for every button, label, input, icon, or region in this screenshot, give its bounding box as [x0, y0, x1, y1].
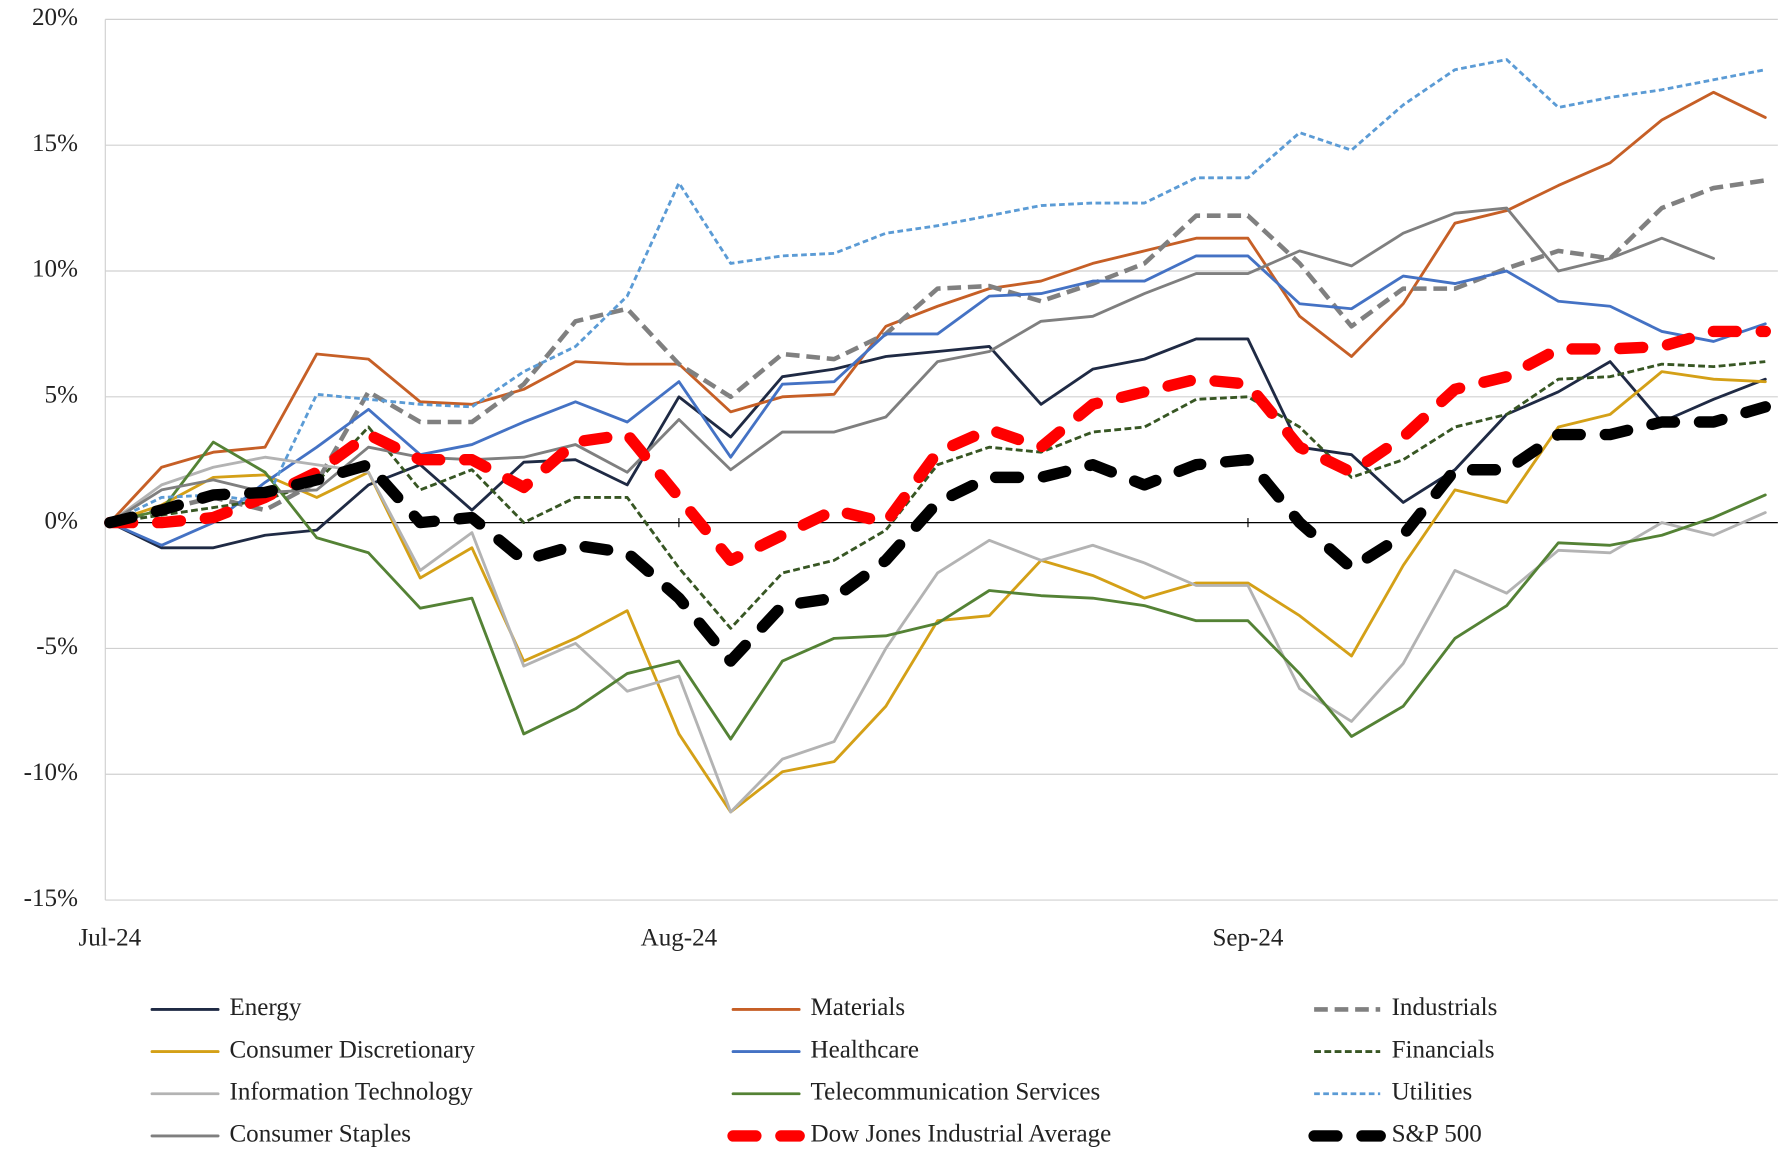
series-line	[108, 206, 1715, 525]
legend-label: Information Technology	[229, 1079, 473, 1106]
series-line	[108, 440, 1767, 741]
legend-label: Dow Jones Industrial Average	[811, 1121, 1112, 1148]
legend-label: Industrials	[1392, 994, 1498, 1021]
legend-label: Materials	[811, 994, 906, 1021]
legend-label: Healthcare	[811, 1036, 919, 1063]
y-tick-label: 0%	[45, 507, 79, 534]
y-tick-label: 20%	[32, 4, 78, 31]
legend-label: S&P 500	[1392, 1121, 1482, 1148]
legend-label: Consumer Discretionary	[229, 1036, 475, 1063]
series-line	[104, 401, 1771, 667]
y-tick-label: 15%	[32, 130, 78, 157]
series-line	[108, 254, 1767, 547]
legend-label: Telecommunication Services	[811, 1079, 1101, 1106]
series-line	[109, 58, 1766, 524]
series-line	[108, 455, 1767, 814]
legend-label: Energy	[229, 994, 301, 1021]
series-line	[104, 325, 1771, 567]
y-tick-label: 5%	[45, 382, 79, 409]
legend-label: Financials	[1392, 1036, 1495, 1063]
series-line	[108, 90, 1767, 525]
legend-label: Utilities	[1392, 1079, 1473, 1106]
y-tick-label: -10%	[24, 759, 78, 786]
series-line	[109, 178, 1766, 525]
y-tick-label: -5%	[36, 633, 78, 660]
legend-label: Consumer Staples	[229, 1121, 411, 1148]
x-tick-label: Aug-24	[641, 925, 718, 952]
y-tick-label: -15%	[24, 885, 78, 912]
x-tick-label: Jul-24	[79, 925, 142, 952]
y-tick-label: 10%	[32, 256, 78, 283]
x-tick-label: Sep-24	[1212, 925, 1283, 952]
